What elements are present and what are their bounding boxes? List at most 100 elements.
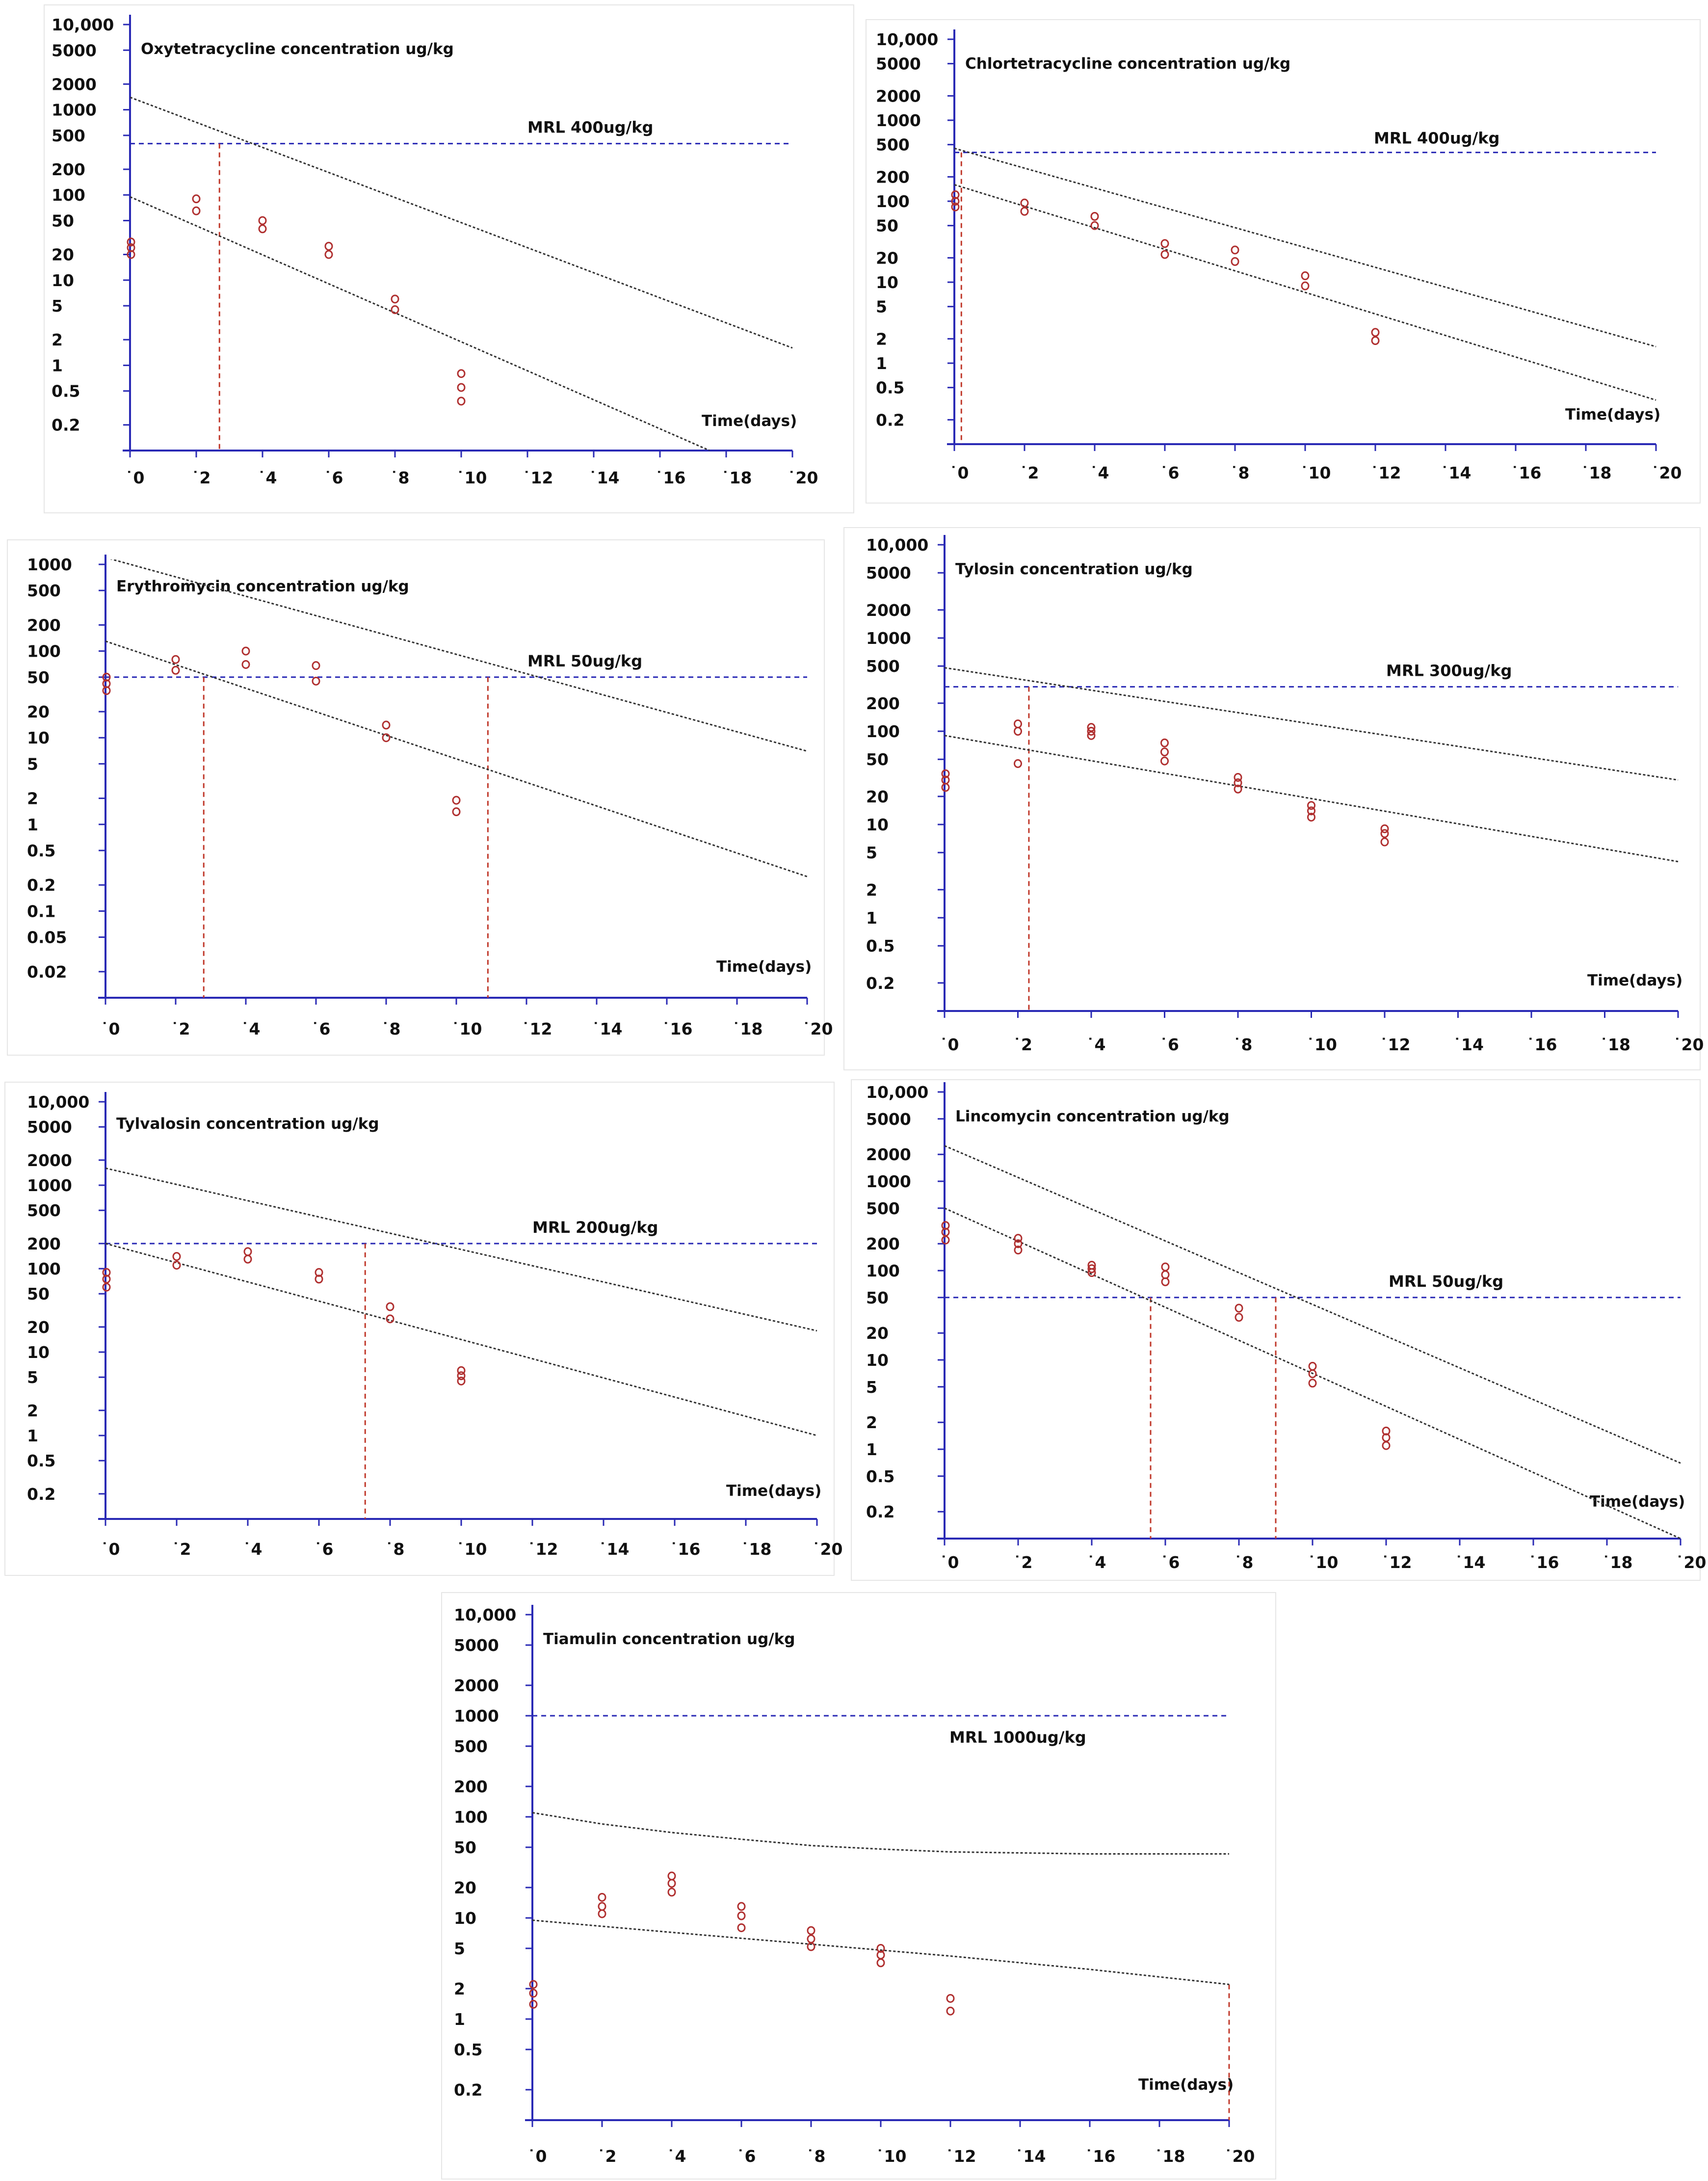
y-tick-label: 10 — [866, 1351, 889, 1370]
data-point — [241, 646, 250, 656]
y-tick-label: 5000 — [866, 563, 911, 583]
data-point — [457, 1366, 466, 1375]
x-tick-label: ˙8 — [390, 468, 409, 487]
y-tick-label: 2000 — [876, 86, 921, 106]
data-point — [172, 1260, 181, 1270]
x-tick-label: ˙14 — [592, 1019, 622, 1038]
y-tick-label: 1 — [27, 1426, 38, 1445]
regression-line — [105, 1243, 817, 1436]
data-point — [1020, 207, 1029, 216]
x-tick-label: ˙2 — [191, 468, 210, 487]
y-tick-label: 2 — [876, 329, 887, 348]
x-tick-label: ˙16 — [1528, 1553, 1559, 1572]
data-point — [102, 1268, 111, 1277]
y-tick-label: 5 — [27, 1368, 38, 1387]
y-tick-label: 5000 — [866, 1110, 911, 1129]
data-point — [386, 1302, 394, 1311]
x-tick-label: ˙12 — [523, 468, 553, 487]
data-point — [1234, 784, 1242, 794]
x-tick-label: ˙20 — [802, 1019, 833, 1038]
data-point — [529, 1989, 538, 1998]
data-point — [1087, 723, 1096, 732]
y-tick-label: 100 — [52, 186, 85, 205]
data-point — [312, 676, 320, 686]
y-tick-label: 200 — [27, 1234, 61, 1253]
data-point — [1382, 1441, 1391, 1450]
x-tick-label: ˙16 — [655, 468, 685, 487]
y-tick-label: 50 — [27, 1284, 50, 1303]
x-tick-label: ˙14 — [599, 1540, 629, 1559]
y-tick-label: 1 — [27, 815, 38, 834]
x-tick-label: ˙12 — [527, 1540, 558, 1559]
data-point — [1161, 1277, 1170, 1286]
y-tick-label: 10,000 — [866, 535, 928, 555]
y-tick-label: 5 — [454, 1939, 465, 1958]
x-tick-label: ˙12 — [1380, 1035, 1410, 1054]
x-tick-label: ˙20 — [1673, 1035, 1704, 1054]
x-tick-label: ˙12 — [522, 1019, 552, 1038]
upper-tolerance-limit — [945, 1145, 1681, 1464]
y-tick-label: 1 — [52, 356, 63, 375]
data-point — [391, 294, 399, 304]
y-tick-label: 10 — [454, 1909, 476, 1928]
chart-panel-3: 1000 500 200 100 50 20 10 5 2 1 0.5 0.2 0.1 0.05 0.02 ˙… — [7, 539, 833, 1056]
data-point — [1301, 281, 1310, 291]
x-tick-label: ˙4 — [258, 468, 277, 487]
data-point — [1160, 239, 1169, 248]
data-point — [667, 1888, 676, 1897]
data-point — [1382, 1426, 1391, 1436]
panel-frame — [4, 1082, 835, 1576]
regression-line — [130, 196, 710, 451]
y-tick-label: 200 — [52, 160, 85, 179]
y-tick-label: 1000 — [876, 111, 921, 130]
x-tick-label: ˙10 — [456, 1540, 487, 1559]
data-point — [457, 369, 466, 378]
x-tick-label: ˙6 — [1160, 463, 1179, 482]
x-tick-label: ˙10 — [456, 468, 487, 487]
y-tick-label: 20 — [52, 245, 74, 265]
data-point — [1087, 1264, 1096, 1274]
y-tick-label: 5000 — [876, 54, 921, 74]
data-point — [1307, 806, 1315, 816]
data-point — [807, 1934, 815, 1943]
data-point — [1014, 759, 1022, 768]
data-point — [1301, 271, 1310, 280]
y-tick-label: 10 — [27, 728, 50, 747]
y-tick-label: 100 — [27, 642, 61, 661]
y-tick-label: 0.2 — [52, 416, 80, 435]
x-tick-label: ˙14 — [589, 468, 619, 487]
data-point — [1371, 336, 1380, 346]
y-tick-label: 2000 — [52, 75, 97, 94]
data-point — [598, 1892, 606, 1902]
y-tick-label: 10,000 — [876, 30, 938, 49]
x-tick-label: ˙20 — [1224, 2147, 1255, 2166]
chart-panel-4: 10,000 5000 2000 1000 500 200 100 50 20 10 5 2 1 0.5 0… — [843, 527, 1704, 1070]
data-point — [1090, 221, 1099, 230]
x-tick-label: ˙14 — [1441, 463, 1471, 482]
data-point — [1014, 727, 1022, 736]
data-point — [1087, 727, 1096, 736]
data-point — [1014, 1246, 1023, 1255]
panel-frame — [843, 527, 1701, 1070]
x-axis-label: Time(days) — [1565, 406, 1660, 424]
data-point — [1014, 1239, 1023, 1249]
data-point — [807, 1926, 815, 1935]
chart-title: Tylosin concentration ug/kg — [955, 560, 1193, 578]
data-point — [951, 202, 960, 212]
data-point — [667, 1871, 676, 1881]
chart-title: Tiamulin concentration ug/kg — [543, 1630, 795, 1648]
y-tick-label: 10,000 — [52, 15, 114, 34]
x-axis-label: Time(days) — [702, 412, 797, 430]
data-point — [807, 1942, 815, 1951]
x-tick-label: ˙14 — [1455, 1553, 1485, 1572]
data-point — [1014, 1234, 1023, 1243]
x-tick-label: ˙6 — [736, 2147, 756, 2166]
data-point — [452, 807, 461, 816]
y-tick-label: 5 — [866, 1378, 877, 1397]
y-tick-label: 20 — [27, 1318, 50, 1337]
data-point — [386, 1314, 394, 1324]
y-tick-label: 5000 — [27, 1117, 72, 1137]
x-tick-label: ˙6 — [311, 1019, 330, 1038]
chart-panel-2: 10,000 5000 2000 1000 500 200 100 50 20 10 5 2 1 0.5 0… — [866, 19, 1701, 504]
regression-line — [945, 735, 1679, 863]
